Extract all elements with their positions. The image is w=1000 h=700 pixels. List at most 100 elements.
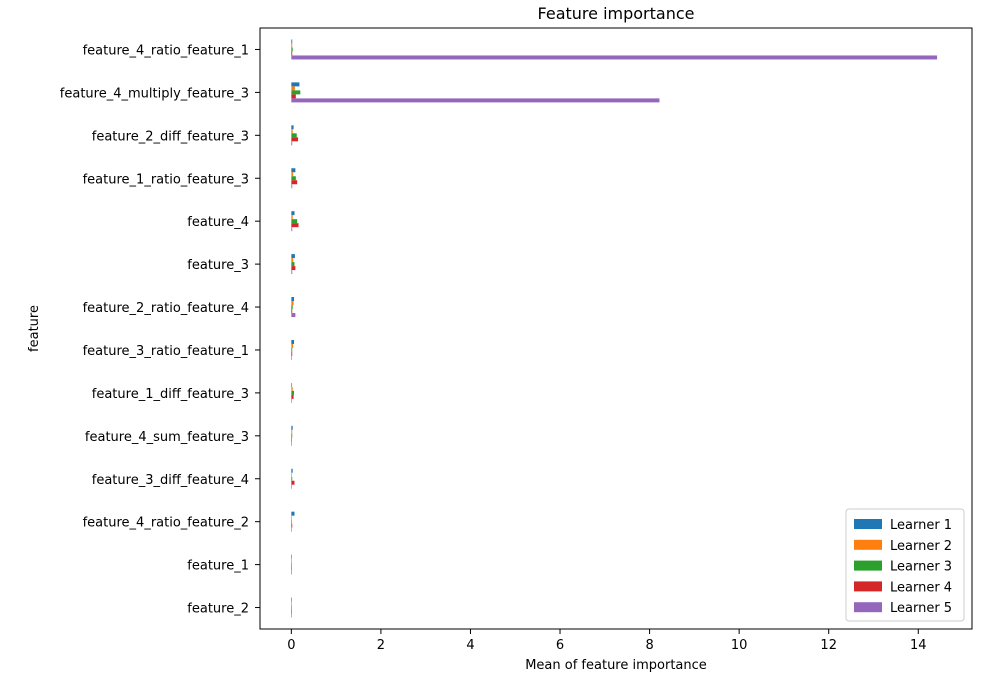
- y-tick-label: feature_4_sum_feature_3: [85, 430, 249, 445]
- bar-learner-3-feature_4_multiply_feature_3: [291, 90, 301, 95]
- legend-swatch: [854, 519, 882, 529]
- y-tick-label: feature_1: [187, 559, 249, 574]
- bar-learner-5-feature_3_diff_feature_4: [291, 484, 292, 489]
- x-tick-label: 0: [287, 638, 295, 653]
- legend: Learner 1 Learner 2 Learner 3 Learner 4 Lear…: [845, 508, 965, 622]
- x-tick-label: 14: [910, 638, 927, 653]
- bar-learner-1-feature_4_sum_feature_3: [291, 425, 293, 430]
- legend-label: Learner 4: [890, 580, 952, 595]
- bar-learner-4-feature_4_sum_feature_3: [291, 437, 292, 442]
- bar-learner-3-feature_3: [291, 262, 295, 267]
- bar-learner-5-feature_3: [291, 270, 293, 275]
- bar-learner-5-feature_4: [291, 227, 293, 232]
- bar-learner-2-feature_1_ratio_feature_3: [291, 172, 294, 177]
- y-tick-label: feature_4_ratio_feature_1: [83, 43, 249, 58]
- bar-learner-1-feature_4: [291, 211, 295, 216]
- bar-learner-5-feature_4_ratio_feature_1: [291, 55, 938, 60]
- bar-learner-2-feature_4_multiply_feature_3: [291, 86, 295, 91]
- bar-learner-2-feature_1_diff_feature_3: [291, 386, 293, 391]
- bar-learner-4-feature_1_ratio_feature_3: [291, 180, 298, 185]
- bar-learner-1-feature_2: [291, 597, 292, 602]
- bar-learner-3-feature_3_diff_feature_4: [291, 476, 293, 481]
- bar-learner-2-feature_1: [291, 558, 292, 563]
- bar-learner-4-feature_3: [291, 266, 296, 271]
- bar-learner-5-feature_2_ratio_feature_4: [291, 313, 296, 318]
- bar-learner-4-feature_4_ratio_feature_1: [291, 51, 293, 56]
- bar-learner-3-feature_4_ratio_feature_1: [291, 47, 293, 52]
- y-tick-label: feature_4_ratio_feature_2: [83, 516, 249, 531]
- bar-learner-1-feature_4_ratio_feature_2: [291, 511, 295, 516]
- bar-learner-4-feature_1_diff_feature_3: [291, 394, 294, 399]
- bar-learner-3-feature_2_diff_feature_3: [291, 133, 297, 138]
- bar-learner-5-feature_4_ratio_feature_2: [291, 527, 292, 532]
- bar-learner-2-feature_4_ratio_feature_1: [291, 43, 293, 48]
- x-tick-label: 4: [466, 638, 474, 653]
- bar-learner-3-feature_2: [291, 605, 292, 610]
- bar-learner-5-feature_3_ratio_feature_1: [291, 355, 292, 360]
- bar-learner-1-feature_3: [291, 254, 295, 259]
- y-tick-label: feature_3_ratio_feature_1: [83, 344, 249, 359]
- y-tick-label: feature_2: [187, 602, 249, 617]
- bar-learner-2-feature_4: [291, 215, 293, 220]
- bar-learner-3-feature_4: [291, 219, 298, 224]
- bar-learner-5-feature_2_diff_feature_3: [291, 141, 293, 146]
- bar-learner-3-feature_2_ratio_feature_4: [291, 305, 293, 310]
- legend-swatch: [854, 602, 882, 613]
- y-tick-label: feature_3_diff_feature_4: [92, 473, 249, 488]
- bar-learner-5-feature_4_multiply_feature_3: [291, 98, 660, 103]
- bar-learner-1-feature_3_ratio_feature_1: [291, 339, 295, 344]
- plot-frame: [259, 27, 973, 630]
- bar-learner-3-feature_3_ratio_feature_1: [291, 347, 293, 352]
- y-tick-label: feature_4_multiply_feature_3: [60, 86, 249, 101]
- y-tick-label: feature_4: [187, 215, 249, 230]
- bar-learner-4-feature_4_multiply_feature_3: [291, 94, 296, 99]
- bar-learner-4-feature_2_ratio_feature_4: [291, 309, 293, 314]
- legend-swatch: [854, 539, 882, 550]
- bar-learner-5-feature_1_ratio_feature_3: [291, 184, 293, 189]
- bar-learner-1-feature_1: [291, 554, 292, 559]
- bar-learner-2-feature_2_diff_feature_3: [291, 129, 293, 134]
- bar-learner-2-feature_4_ratio_feature_2: [291, 515, 292, 520]
- bar-learner-1-feature_1_diff_feature_3: [291, 382, 292, 387]
- bar-learner-4-feature_2: [291, 609, 292, 614]
- legend-swatch: [854, 581, 882, 592]
- bar-learner-1-feature_2_ratio_feature_4: [291, 297, 295, 302]
- y-axis-label: feature: [27, 305, 42, 352]
- bar-learner-2-feature_3: [291, 258, 294, 263]
- bar-learner-1-feature_2_diff_feature_3: [291, 125, 294, 130]
- x-tick-label: 10: [731, 638, 748, 653]
- bar-learner-1-feature_3_diff_feature_4: [291, 468, 293, 473]
- x-tick-label: 6: [556, 638, 564, 653]
- bar-learner-4-feature_4: [291, 223, 299, 228]
- legend-label: Learner 5: [890, 601, 952, 616]
- x-tick-label: 2: [377, 638, 385, 653]
- bar-learner-4-feature_3_ratio_feature_1: [291, 351, 293, 356]
- bar-learner-5-feature_1: [291, 570, 292, 575]
- bar-learner-2-feature_3_ratio_feature_1: [291, 343, 294, 348]
- y-tick-label: feature_1_ratio_feature_3: [83, 172, 249, 187]
- bar-learner-3-feature_4_ratio_feature_2: [291, 519, 292, 524]
- bar-learner-3-feature_1: [291, 562, 292, 567]
- x-axis-ticks: 0 2 4 6 8 10 12 14: [287, 629, 927, 653]
- x-axis-label: Mean of feature importance: [525, 658, 707, 673]
- bar-learner-3-feature_4_sum_feature_3: [291, 433, 293, 438]
- legend-label: Learner 2: [890, 539, 952, 554]
- bar-learner-4-feature_1: [291, 566, 292, 571]
- bar-learner-5-feature_2: [291, 613, 292, 618]
- bar-learner-1-feature_4_ratio_feature_1: [291, 39, 293, 44]
- legend-swatch: [854, 560, 882, 571]
- bar-learner-5-feature_4_sum_feature_3: [291, 441, 292, 446]
- bar-learner-2-feature_4_sum_feature_3: [291, 429, 293, 434]
- y-tick-label: feature_2_ratio_feature_4: [83, 301, 249, 316]
- plot-marks: [291, 39, 938, 618]
- y-tick-label: feature_1_diff_feature_3: [92, 387, 249, 402]
- bar-learner-3-feature_1_diff_feature_3: [291, 390, 295, 395]
- bar-learner-4-feature_2_diff_feature_3: [291, 137, 299, 142]
- bar-learner-1-feature_4_multiply_feature_3: [291, 82, 300, 87]
- bar-learner-5-feature_1_diff_feature_3: [291, 398, 292, 403]
- bar-learner-2-feature_3_diff_feature_4: [291, 472, 292, 477]
- chart-title: Feature importance: [538, 4, 695, 23]
- bar-learner-2-feature_2: [291, 601, 292, 606]
- legend-box: [845, 508, 965, 622]
